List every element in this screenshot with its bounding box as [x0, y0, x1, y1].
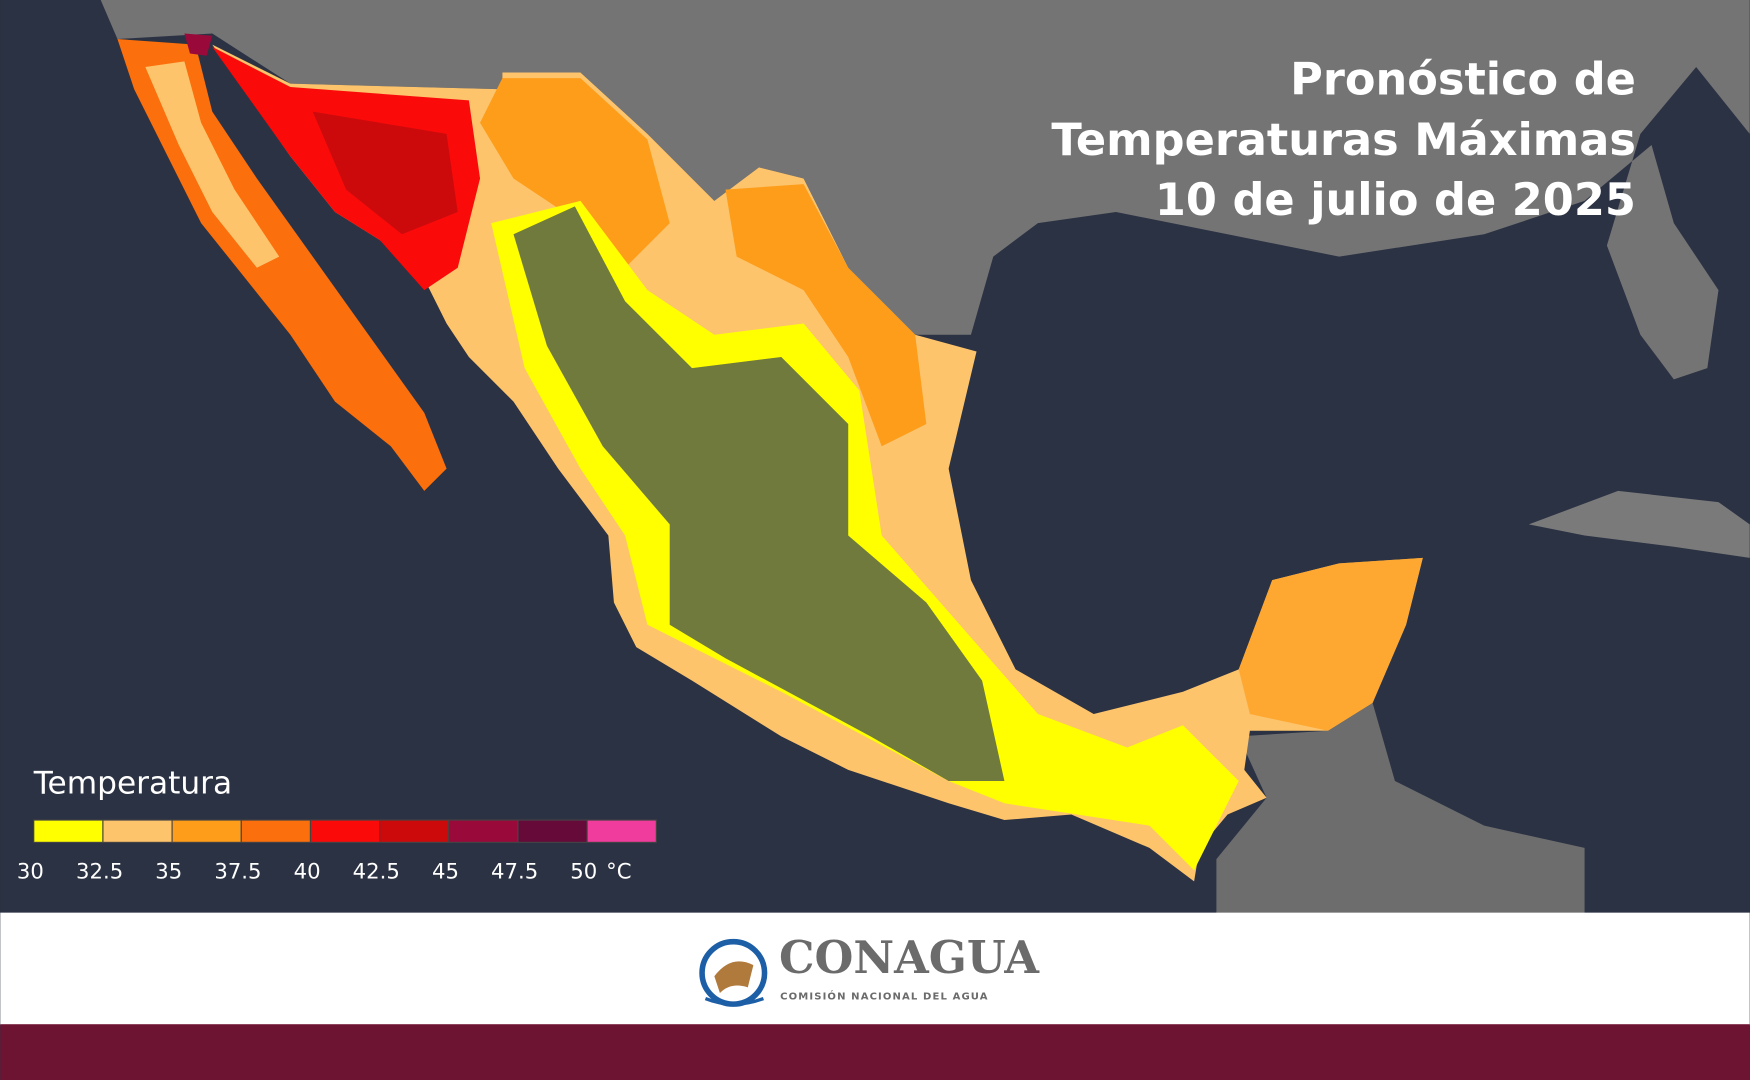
legend-swatch [379, 819, 450, 843]
logo-icon [699, 938, 768, 1007]
yucatan-zone [1238, 557, 1423, 731]
legend-swatch [586, 819, 657, 843]
logo-name: CONAGUA [779, 931, 1040, 984]
sonora-hottest-zone [312, 111, 458, 235]
legend-title: Temperatura [33, 765, 232, 801]
legend-tick-label: 45 [432, 858, 459, 883]
central-america-land [1216, 702, 1585, 915]
footer-band [0, 912, 1750, 1026]
legend-swatch [102, 819, 173, 843]
legend-swatch [309, 819, 381, 843]
legend-swatch [448, 819, 519, 843]
legend-tick-label: 42.5 [353, 858, 400, 883]
legend-tick-label: 30 [17, 858, 44, 883]
logo-eagle [714, 961, 754, 993]
legend-swatch [517, 819, 588, 843]
us-land [100, 0, 1750, 380]
highlands [513, 206, 1005, 781]
footer-stripe [0, 1024, 1750, 1080]
extreme-zone [184, 33, 213, 56]
legend: 30 32.5 35 37.5 40 42.5 45 47.5 50 °C [17, 819, 657, 883]
legend-swatch [171, 819, 242, 843]
legend-swatch [33, 819, 104, 843]
baja-interior [145, 61, 280, 268]
logo-subtitle: COMISIÓN NACIONAL DEL AGUA [780, 989, 988, 1002]
legend-tick-label: 50 [570, 858, 597, 883]
logo-wave [704, 996, 765, 1006]
legend-tick-label: 47.5 [491, 858, 538, 883]
legend-tick-label: 40 [294, 858, 321, 883]
title-line: Pronóstico de [1290, 54, 1636, 106]
legend-tick-label: 35 [155, 858, 182, 883]
legend-swatch [240, 819, 312, 843]
title-line: 10 de julio de 2025 [1155, 174, 1636, 226]
legend-tick-label: 32.5 [76, 858, 123, 883]
northeast-zone [725, 184, 927, 447]
title-line: Temperaturas Máximas [1051, 114, 1636, 166]
chihuahua-zone [480, 78, 670, 268]
legend-tick-label: 37.5 [214, 858, 261, 883]
cuba [1528, 490, 1750, 558]
legend-unit: °C [606, 858, 631, 883]
